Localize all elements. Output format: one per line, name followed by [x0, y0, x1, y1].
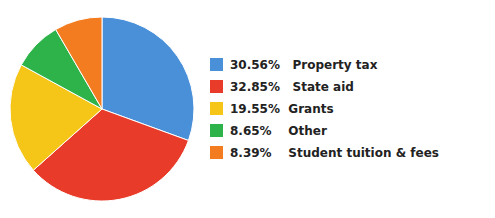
pie — [10, 17, 194, 201]
legend-label: 32.85% State aid — [230, 80, 354, 94]
legend-label: 30.56% Property tax — [230, 58, 378, 72]
legend-swatch — [210, 58, 223, 71]
legend: 30.56% Property tax 32.85% State aid 19.55… — [210, 58, 439, 160]
legend-swatch — [210, 146, 223, 159]
legend-swatch — [210, 102, 223, 115]
legend-swatch — [210, 80, 223, 93]
legend-label: 8.39% Student tuition & fees — [230, 146, 439, 160]
chart: 30.56% Property tax 32.85% State aid 19.55… — [0, 0, 495, 218]
legend-label: 8.65% Other — [230, 124, 327, 138]
legend-item: 30.56% Property tax — [210, 58, 378, 72]
chart-container: 30.56% Property tax 32.85% State aid 19.55… — [0, 0, 495, 218]
legend-item: 32.85% State aid — [210, 80, 354, 94]
legend-item: 8.39% Student tuition & fees — [210, 146, 439, 160]
legend-item: 19.55% Grants — [210, 102, 334, 116]
legend-item: 8.65% Other — [210, 124, 327, 138]
legend-label: 19.55% Grants — [230, 102, 334, 116]
pie-slice — [56, 17, 102, 109]
legend-swatch — [210, 124, 223, 137]
